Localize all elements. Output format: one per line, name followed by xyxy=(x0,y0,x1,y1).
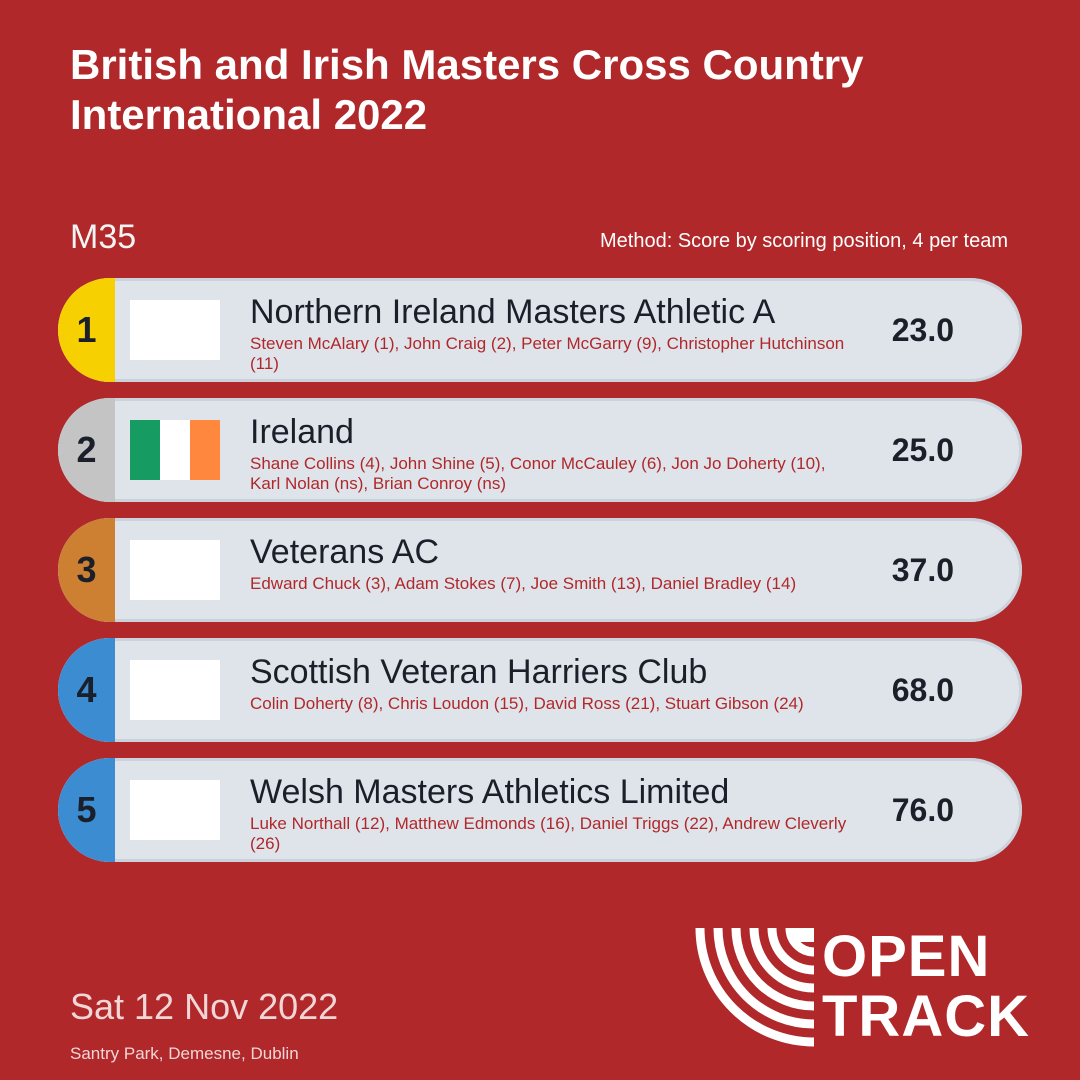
team-name: Veterans AC xyxy=(250,533,440,571)
team-name: Ireland xyxy=(250,413,354,451)
rank-badge: 5 xyxy=(58,758,115,862)
rank-badge: 1 xyxy=(58,278,115,382)
team-members: Steven McAlary (1), John Craig (2), Pete… xyxy=(250,334,845,373)
opentrack-logo-icon xyxy=(695,928,814,1047)
results-list: 1 Northern Ireland Masters Athletic A St… xyxy=(58,278,1022,878)
logo-line-track: TRACK xyxy=(822,984,1030,1049)
team-score: 25.0 xyxy=(891,431,954,468)
flag-stripe xyxy=(160,420,190,480)
page-title: British and Irish Masters Cross Country … xyxy=(70,41,864,138)
team-flag xyxy=(130,300,220,360)
result-row[interactable]: 3 Veterans AC Edward Chuck (3), Adam Sto… xyxy=(58,518,1022,622)
team-name: Scottish Veteran Harriers Club xyxy=(250,653,708,691)
team-members: Colin Doherty (8), Chris Loudon (15), Da… xyxy=(250,694,804,713)
result-row[interactable]: 1 Northern Ireland Masters Athletic A St… xyxy=(58,278,1022,382)
team-score: 23.0 xyxy=(891,311,954,348)
team-score: 37.0 xyxy=(891,551,954,588)
scoring-method: Method: Score by scoring position, 4 per… xyxy=(600,230,1008,252)
team-name: Welsh Masters Athletics Limited xyxy=(250,773,730,811)
result-row[interactable]: 2 Ireland Shane Collins (4), John Shine … xyxy=(58,398,1022,502)
rank-badge: 3 xyxy=(58,518,115,622)
rank-badge: 2 xyxy=(58,398,115,502)
result-row[interactable]: 4 Scottish Veteran Harriers Club Colin D… xyxy=(58,638,1022,742)
team-score: 76.0 xyxy=(891,791,954,828)
team-flag xyxy=(130,660,220,720)
team-members: Shane Collins (4), John Shine (5), Conor… xyxy=(250,454,826,493)
team-members: Edward Chuck (3), Adam Stokes (7), Joe S… xyxy=(250,574,797,593)
logo-line-open: OPEN xyxy=(822,924,991,989)
result-row[interactable]: 5 Welsh Masters Athletics Limited Luke N… xyxy=(58,758,1022,862)
flag-stripe xyxy=(190,420,220,480)
event-venue: Santry Park, Demesne, Dublin xyxy=(70,1044,299,1063)
team-flag xyxy=(130,420,220,480)
team-name: Northern Ireland Masters Athletic A xyxy=(250,293,776,331)
team-flag xyxy=(130,540,220,600)
team-score: 68.0 xyxy=(891,671,954,708)
rank-badge: 4 xyxy=(58,638,115,742)
opentrack-logo: OPEN TRACK xyxy=(694,928,1054,1048)
flag-stripe xyxy=(130,420,160,480)
team-members: Luke Northall (12), Matthew Edmonds (16)… xyxy=(250,814,847,853)
age-category: M35 xyxy=(70,218,137,256)
logo-wordmark: OPEN TRACK xyxy=(822,928,1052,1048)
event-date: Sat 12 Nov 2022 xyxy=(70,986,339,1027)
team-flag xyxy=(130,780,220,840)
